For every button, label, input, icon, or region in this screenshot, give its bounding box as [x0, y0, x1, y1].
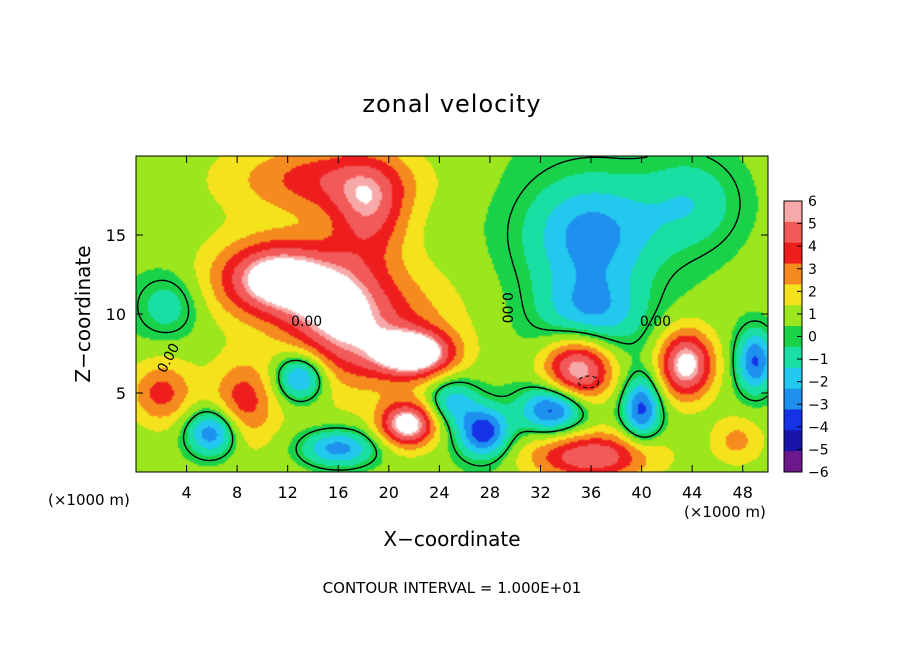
x-tick-label: 48: [733, 483, 753, 502]
y-axis: 5 10 15: [106, 226, 768, 403]
x-tick-label: 16: [328, 483, 348, 502]
colorbar-tick-label: −5: [808, 442, 829, 458]
colorbar-swatch: [784, 201, 802, 223]
colorbar-swatch: [784, 263, 802, 285]
contour-label: 0.00: [291, 314, 322, 330]
x-tick-label: 12: [278, 483, 298, 502]
y-tick-label: 15: [106, 226, 126, 245]
x-unit-label-left: (×1000 m): [48, 491, 130, 509]
colorbar-swatch: [784, 242, 802, 265]
contour-label: 0.00: [640, 314, 671, 330]
x-tick-label: 8: [232, 483, 242, 502]
colorbar-swatch: [784, 326, 802, 348]
negative-contour: [578, 375, 600, 389]
colorbar-swatch: [784, 221, 802, 244]
x-axis-label: X−coordinate: [383, 527, 520, 551]
chart-title: zonal velocity: [362, 90, 541, 118]
colorbar-swatch: [784, 305, 802, 327]
colorbar-tick-label: 1: [808, 307, 817, 323]
colorbar-swatch: [784, 409, 802, 431]
colorbar-tick-label: −6: [808, 465, 829, 481]
x-tick-label: 36: [581, 483, 601, 502]
colorbar-tick-label: 5: [808, 217, 817, 233]
colorbar-tick-label: −1: [808, 352, 829, 368]
x-tick-label: 4: [181, 483, 191, 502]
colorbar-swatch: [784, 284, 802, 306]
x-axis: 4 8 12 16 20 24 28 32 36 40 44 48: [181, 156, 753, 502]
contour-label: 0.00: [498, 292, 514, 323]
y-axis-label: Z−coordinate: [71, 245, 95, 382]
colorbar-tick-label: 4: [808, 239, 817, 255]
colorbar-swatch: [784, 451, 802, 473]
zero-contour-path: [137, 156, 768, 471]
colorbar-swatch: [784, 388, 802, 410]
colorbar-tick-label: −3: [808, 397, 829, 413]
x-unit-label-right: (×1000 m): [684, 503, 766, 521]
x-tick-label: 28: [480, 483, 500, 502]
colorbar: 6 5 4 3 2 1 0 −1 −2 −3 −4 −5 −6: [783, 194, 829, 481]
colorbar-swatch: [784, 367, 802, 390]
contour-interval-note: CONTOUR INTERVAL = 1.000E+01: [323, 579, 582, 597]
velocity-field: [136, 156, 768, 472]
x-tick-label: 20: [379, 483, 399, 502]
colorbar-tick-label: 6: [808, 194, 817, 210]
y-tick-label: 10: [106, 305, 126, 324]
colorbar-tick-label: −4: [808, 420, 829, 436]
x-tick-label: 44: [682, 483, 702, 502]
colorbar-tick-label: 2: [808, 284, 817, 300]
colorbar-swatch: [784, 430, 802, 452]
colorbar-swatch: [784, 346, 802, 369]
colorbar-tick-label: 3: [808, 262, 817, 278]
zero-contour-lines: [137, 156, 768, 471]
y-tick-label: 5: [116, 384, 126, 403]
x-tick-label: 24: [429, 483, 449, 502]
x-tick-label: 32: [530, 483, 550, 502]
plot-area: 0.00 0.00 0.000.00: [135, 155, 769, 473]
colorbar-tick-label: 0: [808, 330, 817, 346]
colorbar-tick-label: −2: [808, 375, 829, 391]
x-tick-label: 40: [631, 483, 651, 502]
